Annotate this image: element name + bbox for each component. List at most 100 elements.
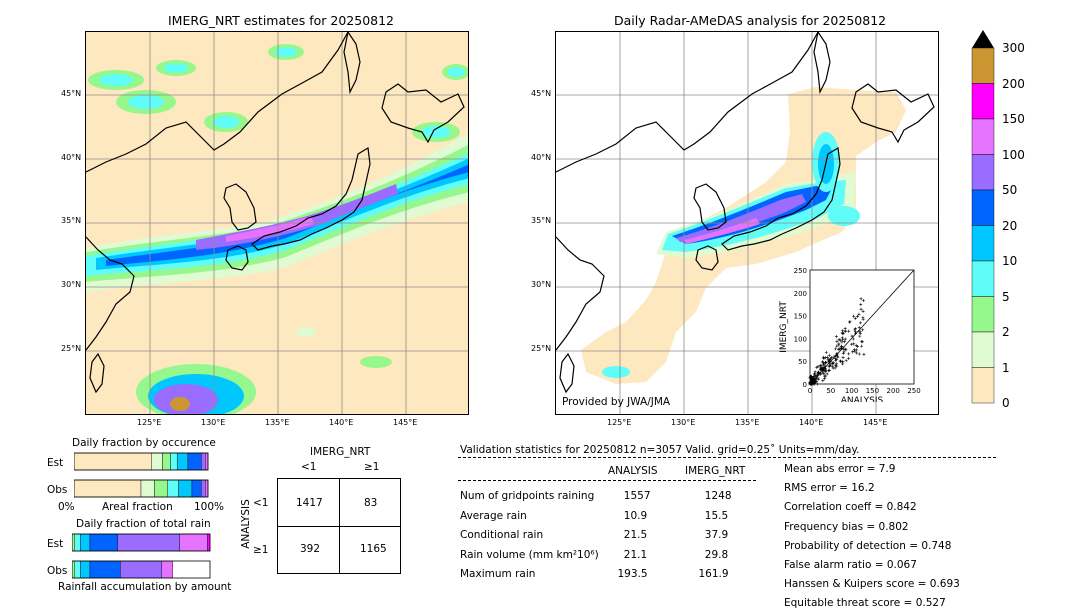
scatter-point (859, 297, 863, 301)
lat-label: 25°N (61, 344, 82, 353)
island-coast (559, 352, 575, 394)
occurrence-chart (73, 451, 210, 499)
scatter-point (843, 340, 847, 344)
scatter-point (815, 382, 819, 386)
radar-patch (828, 206, 860, 226)
stats-row-analysis: 10.9 (623, 509, 648, 522)
scatter-ytick: 150 (794, 313, 807, 321)
ct-cell-00: 1417 (296, 497, 323, 509)
scatter-point (847, 329, 851, 333)
scatter-point (840, 344, 844, 348)
scatter-xtick: 50 (826, 387, 835, 395)
colorbar-label: 150 (1002, 112, 1025, 126)
scatter-point (810, 381, 814, 385)
scatter-point (809, 375, 813, 379)
scatter-point (824, 360, 828, 364)
bar-frame (73, 452, 209, 471)
scatter-point (812, 372, 816, 376)
scatter-point (841, 331, 845, 335)
island-coast (381, 83, 465, 144)
scatter-point (841, 338, 845, 342)
lon-label: 125°E (137, 418, 162, 427)
bar-seg (170, 452, 178, 471)
lat-label: 35°N (531, 216, 552, 225)
stats-row-analysis: 193.5 (617, 568, 648, 581)
island-coast (223, 183, 257, 231)
bar-seg (187, 452, 202, 471)
credit-text: Provided by JWA/JMA (562, 396, 671, 408)
bar-seg (162, 452, 171, 471)
lon-label: 130°E (671, 418, 696, 427)
scatter-point (837, 342, 841, 346)
stats-row-imerg: 1248 (704, 490, 732, 502)
occ-row-est: Est (47, 457, 64, 469)
ct-hline (278, 526, 400, 527)
scatter-point (812, 374, 816, 378)
stats-sub-line (458, 480, 756, 481)
scatter-point (834, 362, 838, 366)
precip-patch (128, 94, 164, 110)
scatter-point (822, 357, 826, 361)
lat-label: 45°N (61, 89, 82, 98)
scatter-point (857, 352, 861, 356)
lat-label: 45°N (531, 89, 552, 98)
scatter-point (862, 298, 866, 302)
stats-row-label: Num of gridpoints raining (460, 490, 595, 502)
stats-row-analysis: 1557 (623, 490, 651, 502)
stats-row-imerg: 37.9 (704, 529, 729, 542)
stats-score: Mean abs error = 7.9 (784, 463, 896, 475)
scatter-point (816, 371, 820, 375)
bar-seg (179, 533, 208, 552)
scatter-point (808, 381, 812, 385)
stats-header: Validation statistics for 20250812 n=305… (460, 444, 860, 456)
scatter-ytick: 200 (794, 290, 807, 298)
lon-label: 140°E (799, 418, 824, 427)
scatter-point (841, 360, 845, 364)
stats-row-imerg: 15.5 (704, 509, 729, 522)
colorbar-label: 0 (1002, 396, 1010, 410)
island-coast (693, 183, 727, 231)
scatter-point (824, 369, 828, 373)
scatter-point (842, 347, 846, 351)
scatter-ytick: 0 (803, 381, 807, 389)
colorbar-seg (971, 154, 995, 191)
scatter-point (848, 320, 852, 324)
precip-patch (164, 63, 188, 73)
scatter-point (815, 376, 819, 380)
scatter-point (857, 312, 861, 316)
scatter-point (821, 361, 825, 365)
lon-label: 135°E (265, 418, 290, 427)
bar-seg (73, 479, 142, 498)
stats-col-analysis: ANALYSIS (608, 465, 658, 477)
scatter-point (837, 337, 841, 341)
stats-score: RMS error = 16.2 (784, 482, 875, 495)
ct-title: IMERG_NRT (310, 446, 371, 458)
bar-seg (74, 560, 81, 579)
scatter-point (835, 339, 839, 343)
scatter-point (861, 309, 865, 313)
colorbar-label: 10 (1002, 254, 1018, 268)
scatter-ytick: 250 (794, 267, 807, 275)
left-map (85, 31, 469, 415)
precip-patch (296, 327, 316, 337)
scatter-point (855, 315, 859, 319)
scatter-point (854, 343, 858, 347)
scatter-point (834, 347, 838, 351)
ct-cell-10: 392 (300, 543, 321, 555)
scatter-point (831, 362, 835, 366)
stats-row-label: Maximum rain (460, 568, 536, 581)
lat-label: 30°N (531, 280, 552, 289)
bar-seg (201, 479, 206, 498)
scatter-point (827, 361, 831, 365)
lon-label: 130°E (201, 418, 226, 427)
scatter-point (834, 353, 838, 357)
bar-seg (154, 479, 169, 498)
scatter-point (818, 363, 822, 367)
colorbar-svg (971, 30, 995, 404)
scatter-point (827, 353, 831, 357)
scatter-point (828, 364, 832, 368)
stats-score: Correlation coeff = 0.842 (784, 501, 917, 514)
rain-row-obs: Obs (47, 565, 68, 577)
stats-score: Equitable threat score = 0.527 (784, 597, 946, 610)
bar-seg (140, 479, 155, 498)
